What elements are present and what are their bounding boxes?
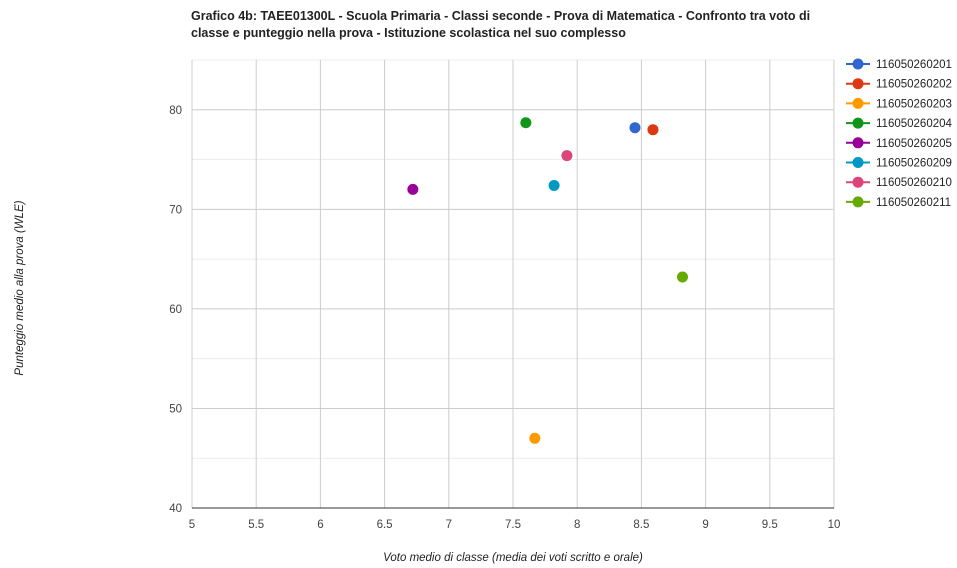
y-tick-label: 50: [169, 403, 182, 415]
legend-item-116050260210: 116050260210: [846, 176, 952, 189]
legend-marker: [852, 157, 864, 168]
legend-label: 116050260201: [876, 59, 952, 71]
x-tick-label: 9: [702, 519, 708, 531]
data-point-116050260211: [676, 271, 688, 283]
data-point-116050260210: [561, 150, 573, 162]
axis-ticks: 5 5.5 6 6.5 7 7.5 8 8.5 9 9.5 10 40 50 60 70 80: [169, 105, 840, 531]
legend-label: 116050260209: [876, 158, 952, 170]
x-tick-label: 7: [446, 519, 452, 531]
data-point-116050260203: [529, 432, 541, 444]
legend-item-116050260201: 116050260201: [846, 58, 952, 71]
y-tick-label: 80: [169, 105, 182, 117]
legend-marker: [852, 137, 864, 149]
legend-item-116050260204: 116050260204: [846, 117, 952, 130]
y-axis-label: Punteggio medio alla prova (WLE): [14, 200, 26, 376]
legend-item-116050260209: 116050260209: [846, 157, 952, 170]
legend-label: 116050260203: [876, 98, 952, 110]
x-tick-label: 7.5: [505, 519, 521, 531]
legend-marker: [852, 97, 864, 109]
x-tick-label: 9.5: [762, 519, 778, 531]
x-tick-label: 5: [189, 519, 195, 531]
legend-item-116050260205: 116050260205: [846, 137, 952, 150]
legend-label: 116050260202: [876, 79, 952, 91]
legend-label: 116050260211: [876, 197, 951, 209]
legend-marker: [852, 196, 864, 208]
legend-marker: [852, 58, 864, 70]
legend-marker: [852, 176, 864, 188]
data-points: [407, 117, 688, 444]
y-tick-label: 40: [169, 503, 182, 515]
data-point-116050260201: [629, 122, 641, 134]
legend-marker: [852, 78, 864, 90]
legend-label: 116050260205: [876, 138, 952, 150]
x-tick-label: 6: [317, 519, 323, 531]
x-tick-label: 8: [574, 519, 580, 531]
legend-marker: [852, 117, 864, 129]
legend-label: 116050260204: [876, 118, 952, 130]
legend-item-116050260211: 116050260211: [846, 196, 951, 209]
grid: [191, 59, 835, 509]
legend-item-116050260202: 116050260202: [846, 78, 952, 91]
x-tick-label: 10: [828, 519, 841, 531]
legend: 116050260201 116050260202 116050260203 1160…: [846, 58, 952, 209]
data-point-116050260205: [407, 183, 419, 195]
x-tick-label: 8.5: [633, 519, 649, 531]
data-point-116050260209: [548, 179, 560, 191]
y-tick-label: 70: [169, 204, 182, 216]
chart-title: Grafico 4b: TAEE01300L - Scuola Primaria…: [191, 9, 811, 40]
x-axis-label: Voto medio di classe (media dei voti scr…: [383, 552, 643, 564]
x-tick-label: 6.5: [377, 519, 393, 531]
legend-label: 116050260210: [876, 177, 952, 189]
x-tick-label: 5.5: [248, 519, 264, 531]
legend-item-116050260203: 116050260203: [846, 97, 952, 110]
data-point-116050260204: [520, 117, 532, 129]
data-point-116050260202: [647, 124, 659, 136]
y-tick-label: 60: [169, 304, 182, 316]
